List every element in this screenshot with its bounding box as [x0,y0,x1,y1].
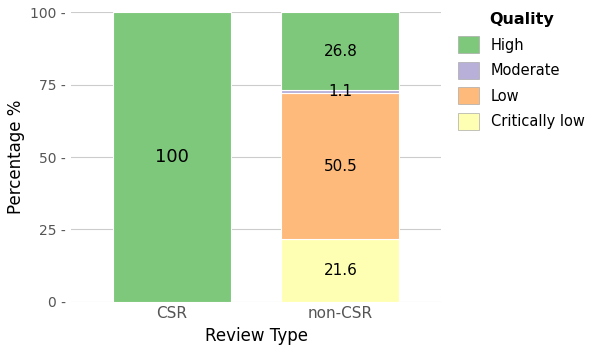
Bar [281,239,400,302]
Y-axis label: Percentage %: Percentage % [7,100,25,214]
Bar [281,90,400,93]
Bar [281,12,400,90]
Text: 21.6: 21.6 [323,263,358,278]
X-axis label: Review Type: Review Type [205,327,308,345]
Bar [113,12,231,302]
Text: 100: 100 [155,148,189,166]
Bar [281,93,400,239]
Text: 26.8: 26.8 [323,44,358,59]
Text: 1.1: 1.1 [328,84,352,99]
Text: 50.5: 50.5 [323,159,358,174]
Legend: High, Moderate, Low, Critically low: High, Moderate, Low, Critically low [452,7,590,136]
